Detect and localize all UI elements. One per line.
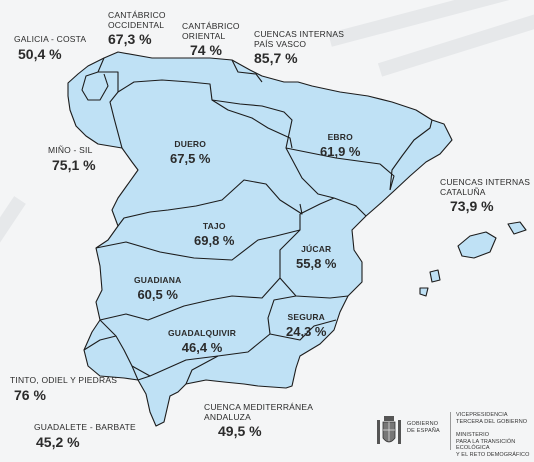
ibiza-island: [429, 269, 441, 283]
bg-stroke: [328, 0, 510, 47]
label-duero: DUERO 67,5 %: [170, 139, 211, 166]
divide-ebro-duero: [211, 99, 335, 199]
label-tajo: TAJO 69,8 %: [194, 221, 235, 248]
divide-jucar: [299, 197, 367, 217]
label-cantabrico-occidental: CANTÁBRICO OCCIDENTAL 67,3 %: [108, 10, 166, 47]
vicepresidencia-text: VICEPRESIDENCIA TERCERA DEL GOBIERNO: [456, 412, 528, 425]
label-galicia-costa: GALICIA - COSTA 50,4 %: [14, 34, 87, 62]
label-jucar: JÚCAR 55,8 %: [296, 244, 337, 271]
divide-tajo-guadiana: [95, 214, 301, 261]
label-ebro: EBRO 61,9 %: [320, 132, 361, 159]
divide-basque: [231, 59, 263, 83]
divide-tinto: [99, 319, 117, 337]
label-pais-vasco: CUENCAS INTERNAS PAÍS VASCO 85,7 %: [254, 29, 345, 66]
label-mediterranea-andaluza: CUENCA MEDITERRÁNEA ANDALUZA 49,5 %: [204, 402, 314, 439]
divide-mino: [98, 71, 123, 149]
divide-jucar-tajo: [279, 229, 349, 299]
ministerio-text: MINISTERIO PARA LA TRANSICIÓN ECOLÓGICA …: [456, 432, 530, 458]
label-tinto-odiel-piedras: TINTO, ODIEL Y PIEDRAS 76 %: [10, 375, 118, 403]
divide-duero-tajo: [117, 179, 303, 227]
divide-mediterranea: [185, 355, 219, 385]
label-guadalete-barbate: GUADALETE - BARBATE 45,2 %: [34, 422, 136, 450]
label-guadiana: GUADIANA 60,5 %: [134, 275, 182, 302]
gobierno-text: GOBIERNO DE ESPAÑA: [407, 421, 440, 434]
label-segura: SEGURA 24,3 %: [286, 312, 327, 339]
bg-stroke: [0, 196, 26, 243]
bg-stroke: [377, 14, 534, 77]
divide-guadiana-guadalquivir: [99, 277, 281, 321]
divide-ebro-south: [285, 147, 395, 191]
gobierno-logo: GOBIERNO DE ESPAÑA VICEPRESIDENCIA TERCE…: [372, 410, 534, 458]
formentera-island: [419, 287, 429, 297]
label-cataluna: CUENCAS INTERNAS CATALUÑA 73,9 %: [440, 177, 531, 214]
divide-catalunya: [389, 119, 433, 191]
coat-of-arms-icon: [377, 416, 401, 444]
divide-guadalete: [131, 365, 151, 381]
mallorca-island: [457, 231, 497, 259]
label-guadalquivir: GUADALQUIVIR 46,4 %: [168, 328, 237, 355]
menorca-island: [507, 221, 527, 235]
label-cantabrico-oriental: CANTÁBRICO ORIENTAL 74 %: [182, 21, 240, 58]
divide-galicia: [81, 57, 109, 101]
label-mino-sil: MIÑO - SIL 75,1 %: [48, 145, 96, 173]
logo-divider: [450, 412, 451, 450]
